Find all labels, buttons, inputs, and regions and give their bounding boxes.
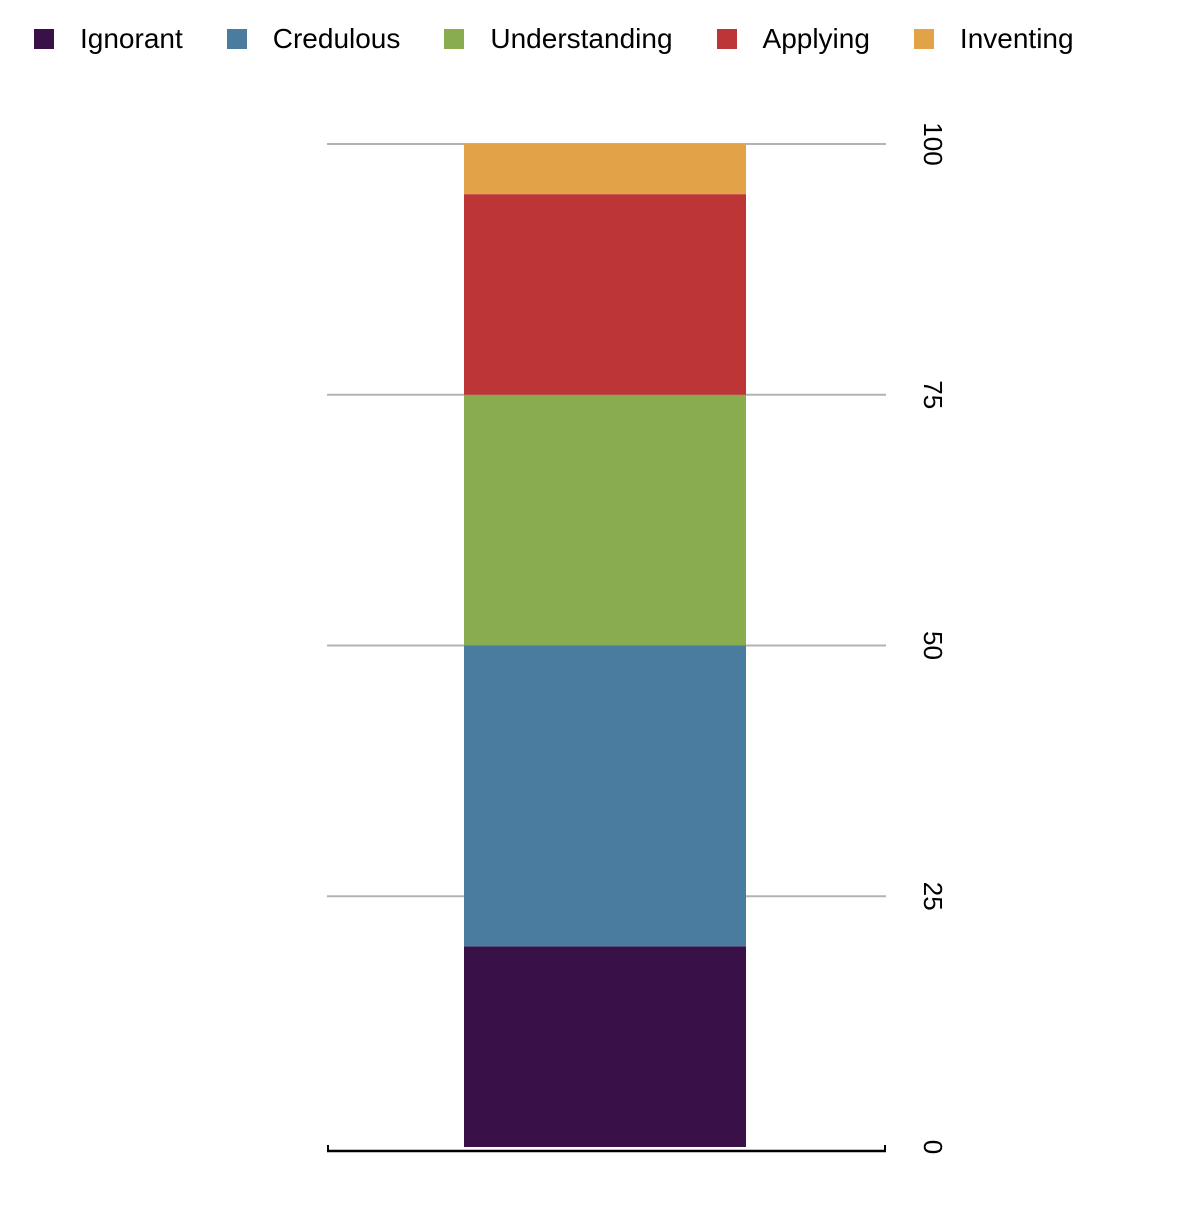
legend-item-ignorant: Ignorant (34, 25, 183, 53)
legend-label: Applying (762, 23, 870, 54)
y-tick-label: 25 (918, 882, 948, 911)
bar-segment-inventing (464, 144, 746, 195)
legend-swatch (34, 29, 54, 49)
legend-item-inventing: Inventing (913, 23, 1074, 54)
legend-label: Understanding (490, 23, 673, 54)
y-tick-label: 100 (918, 122, 948, 165)
bar-segment-ignorant (464, 946, 746, 1147)
y-tick-label: 75 (918, 380, 948, 409)
legend-item-credulous: Credulous (226, 23, 401, 54)
bar-segment-understanding (464, 394, 746, 646)
legend-item-applying: Applying (716, 23, 870, 54)
legend: Ignorant Credulous Understanding Applying In… (34, 20, 1118, 58)
bar-segment-credulous (464, 645, 746, 947)
legend-label: Credulous (272, 23, 401, 54)
legend-label: Inventing (959, 23, 1074, 54)
legend-swatch (444, 29, 465, 49)
bar-segment-applying (464, 194, 746, 395)
legend-swatch (716, 29, 737, 49)
y-tick-label: 0 (918, 1140, 948, 1154)
legend-item-understanding: Understanding (444, 23, 673, 54)
legend-swatch (913, 29, 934, 49)
y-tick-label: 50 (918, 631, 948, 660)
legend-label: Ignorant (80, 23, 183, 54)
legend-swatch (226, 29, 247, 49)
